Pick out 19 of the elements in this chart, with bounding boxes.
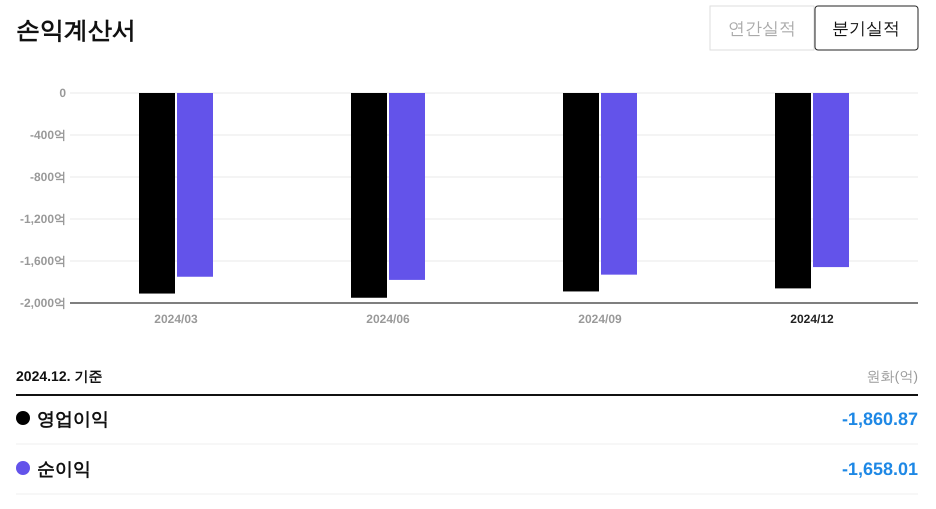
y-tick-label: -2,000억: [20, 296, 66, 310]
text: 원화(억): [866, 368, 918, 384]
text: -1,658.01: [842, 459, 918, 479]
x-tick-label: 2024/06: [366, 312, 410, 326]
y-tick-label: -1,600억: [20, 254, 66, 268]
x-tick-label: 2024/09: [578, 312, 622, 326]
x-tick-label: 2024/03: [154, 312, 198, 326]
legend-label: 영업이익: [37, 409, 109, 429]
y-tick-label: -800억: [30, 170, 66, 184]
y-tick-label: 0: [59, 86, 66, 100]
y-tick-label: -1,200억: [20, 212, 66, 226]
text: 2024.12. 기준: [16, 368, 102, 384]
text: -1,860.87: [842, 409, 918, 429]
text: 연간실적: [728, 19, 796, 38]
y-tick-label: -400억: [30, 128, 66, 142]
x-tick-label: 2024/12: [790, 312, 834, 326]
legend-label: 순이익: [37, 459, 91, 479]
chart-title: 손익계산서: [16, 17, 136, 44]
text: 분기실적: [832, 19, 900, 38]
